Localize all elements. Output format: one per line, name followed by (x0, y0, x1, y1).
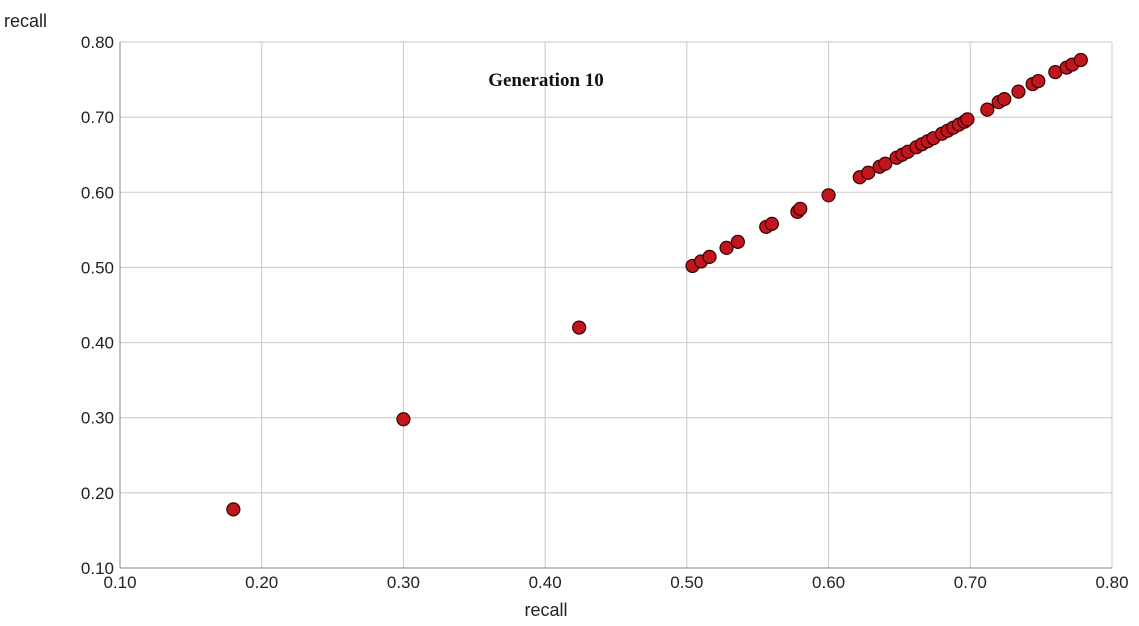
x-tick-label: 0.60 (812, 573, 845, 592)
y-axis-label: recall (4, 11, 47, 31)
scatter-point (1073, 52, 1088, 68)
scatter-point (997, 92, 1012, 107)
x-axis-label: recall (524, 600, 567, 620)
chart-title: Generation 10 (488, 70, 604, 91)
x-tick-label: 0.50 (670, 573, 703, 592)
x-tick-label: 0.40 (529, 573, 562, 592)
scatter-point (1031, 73, 1046, 89)
scatter-point (793, 201, 808, 216)
data-points (226, 52, 1088, 517)
x-tick-label: 0.30 (387, 573, 420, 592)
scatter-point (960, 112, 975, 127)
scatter-point (226, 502, 241, 517)
scatter-point (1011, 84, 1026, 99)
scatter-point (702, 249, 717, 265)
scatter-point (821, 188, 836, 203)
grid-lines (119, 41, 1113, 569)
scatter-point (396, 412, 411, 427)
y-tick-label: 0.30 (81, 409, 114, 428)
y-tick-label: 0.60 (81, 183, 114, 202)
y-tick-label: 0.50 (81, 258, 114, 277)
y-tick-labels: 0.10 0.20 0.30 0.40 0.50 0.60 0.70 0.80 (81, 33, 114, 578)
scatter-point (764, 216, 779, 231)
x-tick-labels: 0.10 0.20 0.30 0.40 0.50 0.60 0.70 0.80 (103, 573, 1128, 592)
y-tick-label: 0.80 (81, 33, 114, 52)
scatter-point (719, 240, 734, 255)
scatter-point (572, 320, 587, 335)
scatter-point (980, 102, 995, 117)
x-tick-label: 0.20 (245, 573, 278, 592)
x-tick-label: 0.10 (103, 573, 136, 592)
scatter-point (730, 234, 745, 249)
y-tick-label: 0.20 (81, 484, 114, 503)
x-tick-label: 0.80 (1095, 573, 1128, 592)
y-tick-label: 0.10 (81, 559, 114, 578)
scatter-point (878, 156, 893, 171)
y-tick-label: 0.40 (81, 334, 114, 353)
axes (119, 42, 1112, 569)
y-tick-label: 0.70 (81, 108, 114, 127)
x-tick-label: 0.70 (954, 573, 987, 592)
scatter-point (861, 165, 876, 180)
